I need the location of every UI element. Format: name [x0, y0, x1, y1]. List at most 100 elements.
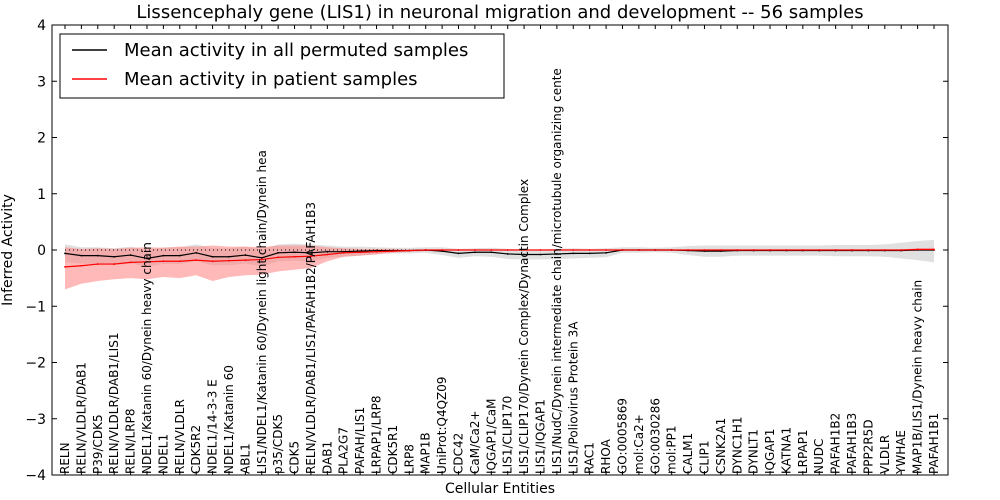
data-point-patient — [310, 255, 312, 258]
category-label: CDK5R2 — [189, 425, 203, 474]
category-label: PLA2G7 — [337, 427, 351, 474]
data-point-patient — [605, 249, 607, 251]
data-point-patient — [375, 250, 378, 253]
data-point-patient — [211, 260, 214, 263]
data-point-permuted — [326, 250, 329, 253]
data-point-patient — [293, 255, 296, 258]
data-point-patient — [851, 249, 853, 251]
data-point-patient — [621, 249, 624, 251]
data-point-permuted — [146, 257, 148, 260]
data-point-permuted — [162, 254, 165, 257]
data-point-permuted — [490, 251, 493, 254]
data-point-patient — [195, 259, 198, 262]
category-label: RELN/VLDLR/DAB1/LIS1 — [107, 333, 121, 474]
data-point-patient — [490, 249, 493, 251]
category-label: ABL1 — [238, 443, 252, 474]
category-label: RELN/VLDLR/DAB1/LIS1/PAFAH1B2/PAFAH1B3 — [304, 202, 318, 474]
data-point-permuted — [129, 254, 132, 256]
data-point-patient — [424, 249, 427, 251]
y-tick-label: 3 — [37, 74, 46, 90]
category-label: NUDC — [812, 439, 826, 474]
data-point-permuted — [457, 252, 460, 255]
category-label: PPP2R5D — [861, 419, 875, 474]
data-point-patient — [769, 249, 771, 251]
legend-label-permuted: Mean activity in all permuted samples — [124, 40, 468, 61]
data-point-patient — [342, 251, 345, 254]
data-point-patient — [736, 249, 739, 251]
category-label: CDK5R1 — [386, 425, 400, 474]
data-point-patient — [178, 260, 181, 263]
category-label: LIS1/Poliovirus Protein 3A — [566, 321, 580, 474]
y-tick-label: 0 — [37, 243, 46, 259]
data-point-patient — [260, 258, 263, 261]
category-label: IQGAP1/CaM — [484, 399, 498, 475]
category-label: NDEL1/Katanin 60/Dynein heavy chain — [140, 242, 154, 474]
data-point-patient — [441, 249, 444, 251]
category-label: PAFAH1B1 — [927, 413, 941, 474]
category-label: p35/CDK5 — [271, 414, 285, 474]
y-tick-label: −1 — [25, 299, 46, 315]
y-tick-label: −2 — [25, 356, 46, 372]
category-label: LIS1/IQGAP1 — [533, 399, 547, 474]
category-label: RHOA — [599, 438, 613, 474]
category-label: RAC1 — [583, 442, 597, 474]
category-label: PAFAH1B2 — [829, 413, 843, 474]
category-label: RELN/VLDLR/DAB1 — [74, 362, 88, 474]
data-point-patient — [277, 256, 280, 259]
data-point-permuted — [211, 255, 214, 258]
data-point-patient — [64, 265, 66, 268]
category-label: P39/CDK5 — [91, 414, 105, 474]
data-point-patient — [818, 249, 821, 251]
legend-label-patient: Mean activity in patient samples — [124, 69, 418, 90]
data-point-patient — [785, 249, 788, 251]
data-point-patient — [359, 251, 362, 254]
category-label: CALM1 — [681, 433, 695, 474]
data-point-patient — [162, 260, 165, 263]
category-label: CSNK2A1 — [714, 418, 728, 474]
data-point-patient — [703, 249, 706, 251]
category-label: LIS1/NDEL1/Katanin 60/Dynein light chain… — [255, 150, 269, 474]
data-point-permuted — [64, 252, 66, 255]
y-tick-label: 1 — [37, 187, 46, 203]
data-point-patient — [916, 248, 919, 251]
data-point-patient — [670, 249, 673, 251]
category-label: YWHAE — [894, 430, 908, 475]
category-label: LIS1/CLIP170 — [501, 396, 515, 474]
category-label: NDEL1 — [156, 434, 170, 474]
category-label: CDK5 — [288, 441, 302, 474]
category-label: CLIP1 — [697, 441, 711, 474]
y-tick-label: −4 — [25, 468, 46, 484]
category-label: UniProt:Q4QZ09 — [435, 376, 449, 474]
series-line-patient — [64, 248, 934, 268]
data-point-patient — [506, 249, 509, 251]
data-point-patient — [113, 263, 116, 265]
data-point-patient — [96, 263, 99, 265]
data-point-permuted — [277, 251, 280, 254]
data-point-patient — [326, 253, 329, 256]
data-point-patient — [474, 249, 476, 251]
data-point-patient — [555, 249, 558, 251]
data-point-patient — [801, 249, 804, 251]
category-label: CaM/Ca2+ — [468, 410, 482, 474]
x-axis-label: Cellular Entities — [445, 481, 555, 497]
category-label: GO:0030286 — [648, 398, 662, 474]
plot-area: −4 −3 −2 −1 0 1 2 3 4 RELN RELN/VLDLR/DAB1 P39/CDK5… — [25, 18, 949, 484]
data-point-permuted — [178, 254, 181, 257]
data-point-patient — [883, 249, 886, 251]
category-label: LRPAP1 — [796, 429, 810, 474]
data-point-permuted — [506, 253, 509, 255]
data-point-permuted — [474, 251, 476, 254]
category-label: mol:Ca2+ — [632, 414, 646, 474]
data-point-permuted — [293, 251, 296, 254]
y-axis-label: Inferred Activity — [0, 194, 16, 306]
category-label: NDEL1/14-3-3 E — [206, 379, 220, 474]
category-label: GO:0005869 — [615, 398, 629, 474]
category-label: VLDLR — [878, 435, 892, 474]
category-label: PAFAH/LIS1 — [353, 407, 367, 474]
data-point-patient — [129, 261, 132, 264]
data-point-permuted — [310, 251, 312, 254]
data-point-permuted — [113, 255, 116, 258]
category-label: DAB1 — [320, 441, 334, 474]
category-label: PAFAH1B3 — [845, 413, 859, 474]
